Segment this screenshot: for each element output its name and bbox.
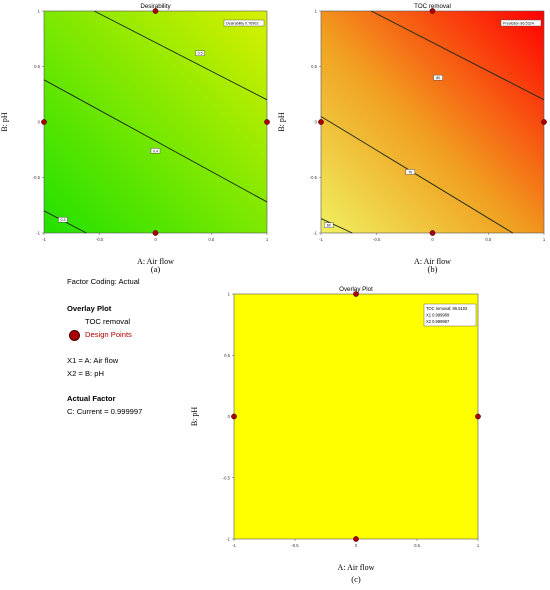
contour-label-box [324, 222, 334, 228]
chart-c: Overlay Plot -1 -0.5 0 0.5 1 -1 -0.5 0 0.5 1 A: Air… [190, 286, 481, 584]
design-point [541, 119, 547, 125]
design-point-marker-icon [69, 330, 80, 341]
panel-letter: (c) [351, 574, 361, 584]
design-points-legend-item: Design Points [85, 330, 132, 339]
y-tick-label: 0 [38, 120, 41, 125]
chart-title: Overlay Plot [339, 286, 373, 293]
overlay-flag-line: X1 0.999989 [426, 313, 450, 318]
y-tick-label: -1 [226, 537, 230, 542]
x-axis-label: A: Air flow [414, 257, 451, 266]
x-tick-label: -0.5 [373, 237, 381, 242]
x-tick-label: 1 [477, 543, 480, 548]
y-tick-label: -1 [313, 231, 317, 236]
actual-factor-heading: Actual Factor [67, 394, 116, 403]
y-tick-label: 0 [315, 120, 318, 125]
plot-area [43, 10, 268, 234]
x1-definition: X1 = A: Air flow [67, 356, 119, 365]
chart-a: Desirability -1 -0.5 0 0.5 1 -1 -0.5 0 0.5 1 A: Air… [0, 3, 270, 274]
current-factor-value: C: Current = 0.999997 [67, 407, 143, 416]
chart-title: Desirability [140, 3, 171, 10]
prediction-flag-box [223, 19, 265, 27]
x-tick-label: 1 [543, 237, 546, 242]
overlay-flag-box [423, 303, 477, 327]
design-point [353, 291, 359, 297]
plot-area [320, 10, 545, 234]
y-tick-label: -0.5 [33, 175, 41, 180]
chart-b: TOC removal -1 -0.5 0 0.5 1 -1 -0.5 0 0.5 1 A: Air … [277, 3, 547, 274]
x-tick-label: -1 [319, 237, 323, 242]
design-point [152, 8, 159, 14]
contour-line [370, 10, 545, 101]
y-tick-label: -0.5 [223, 475, 231, 480]
x-axis-label: A: Air flow [137, 257, 174, 266]
y-axis-label: B: pH [0, 112, 9, 132]
contour-label-box [58, 216, 68, 223]
x-tick-label: -1 [42, 237, 46, 242]
x-tick-label: 0 [431, 237, 434, 242]
prediction-flag-label: Desirability 0.76903 [226, 21, 258, 25]
y-axis-label: B: pH [277, 112, 286, 132]
contour-line [320, 218, 353, 234]
contour-label: 80 [436, 76, 440, 80]
plot-area [233, 293, 479, 540]
design-point [429, 8, 436, 14]
x-tick-label: 0 [355, 543, 358, 548]
contour-label-box [405, 169, 415, 175]
contour-label-box [195, 50, 205, 56]
design-point [41, 119, 47, 125]
y-tick-label: -1 [36, 231, 40, 236]
x-tick-label: 1 [266, 237, 269, 242]
overlay-flag-line: TOC removal: 86.5103 [426, 306, 468, 311]
y-tick-label: -0.5 [310, 175, 318, 180]
design-point [231, 413, 237, 420]
contour-line [93, 10, 268, 101]
x-tick-label: -0.5 [291, 543, 299, 548]
overlay-flag-line: X2 0.999987 [426, 319, 450, 324]
toc-removal-legend-item: TOC removal [85, 317, 131, 326]
design-point [475, 413, 481, 420]
y-tick-label: 1 [228, 292, 231, 297]
chart-title: TOC removal [414, 3, 451, 10]
contour-line [43, 79, 268, 203]
x-tick-label: -0.5 [96, 237, 104, 242]
factor-coding-label: Factor Coding: Actual [67, 277, 140, 286]
contour-label-box [150, 148, 161, 154]
y-tick-label: 1 [315, 9, 318, 14]
y-tick-label: 0.5 [224, 353, 230, 358]
y-axis-label: B: pH [190, 407, 199, 427]
x-tick-label: 0 [154, 237, 157, 242]
design-point [152, 230, 159, 236]
prediction-flag-box [500, 19, 542, 27]
design-point [264, 119, 270, 125]
x-tick-label: 0.5 [414, 543, 420, 548]
contour-label: 0.3 [60, 218, 65, 222]
design-point [353, 536, 359, 542]
x-tick-label: -1 [232, 543, 236, 548]
contour-label: 0.4 [153, 149, 158, 153]
design-point [429, 230, 436, 236]
x-tick-label: 0.5 [485, 237, 491, 242]
y-tick-label: 1 [38, 9, 41, 14]
panel-letter: (a) [151, 264, 161, 274]
contour-label-box [433, 74, 443, 81]
x2-definition: X2 = B: pH [67, 369, 104, 378]
contour-label: 70 [408, 170, 412, 174]
prediction-flag-label: Prediction 86.5324 [503, 21, 534, 25]
contour-label: 60 [327, 224, 331, 228]
panel-letter: (b) [428, 264, 438, 274]
y-tick-label: 0 [228, 414, 231, 419]
overlay-plot-heading: Overlay Plot [67, 304, 112, 313]
y-tick-label: 0.5 [311, 64, 317, 69]
x-axis-label: A: Air flow [338, 563, 375, 572]
x-tick-label: 0.5 [208, 237, 214, 242]
design-point [318, 119, 324, 125]
y-tick-label: 0.5 [34, 64, 40, 69]
contour-label: 0.5 [198, 52, 203, 56]
contour-line [320, 116, 514, 234]
